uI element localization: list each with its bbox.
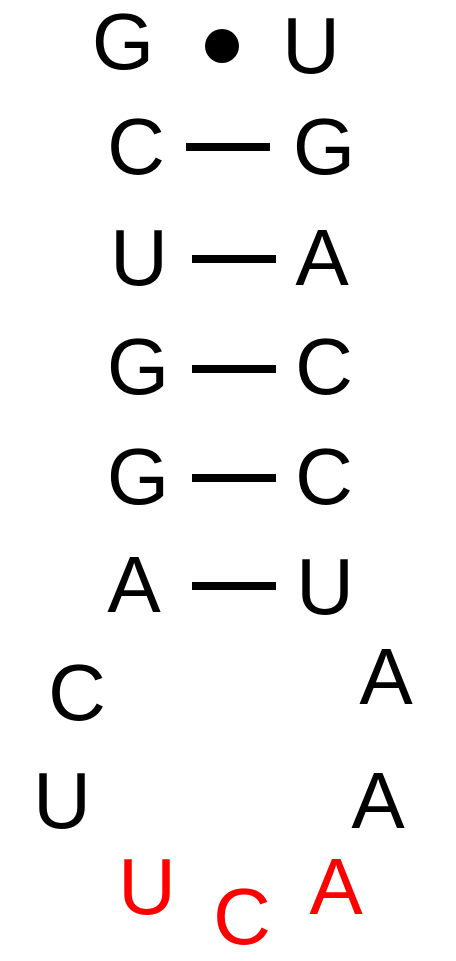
loop-highlight-base-3: A [309,842,363,931]
stem-6-right-base: U [296,542,354,631]
stem-6-left-base: A [107,540,161,629]
stem-1-left-base: G [91,0,155,86]
stem-4-bond [192,365,276,373]
stem-4-left-base: G [106,322,170,411]
stem-5-right-base: C [295,432,353,521]
stem-2-bond [186,143,270,151]
stem-2-right-base: G [292,102,356,191]
loop-right-base-2: A [351,756,405,845]
stem-2-left-base: C [107,102,165,191]
stem-5-bond [192,474,276,482]
loop-left-base-1: C [48,648,106,737]
stem-5-left-base: G [106,432,170,521]
stem-1-right-base: U [282,1,340,90]
stem-3-right-base: A [295,213,349,302]
loop-highlight-base-1: U [118,842,176,931]
stem-1-wobble-dot [205,29,239,63]
loop-left-base-2: U [33,756,91,845]
loop-right-base-1: A [359,632,413,721]
stem-6-bond [192,582,276,590]
stem-3-left-base: U [110,213,168,302]
stem-3-bond [192,255,276,263]
stem-4-right-base: C [295,322,353,411]
loop-highlight-base-2: C [213,872,271,961]
